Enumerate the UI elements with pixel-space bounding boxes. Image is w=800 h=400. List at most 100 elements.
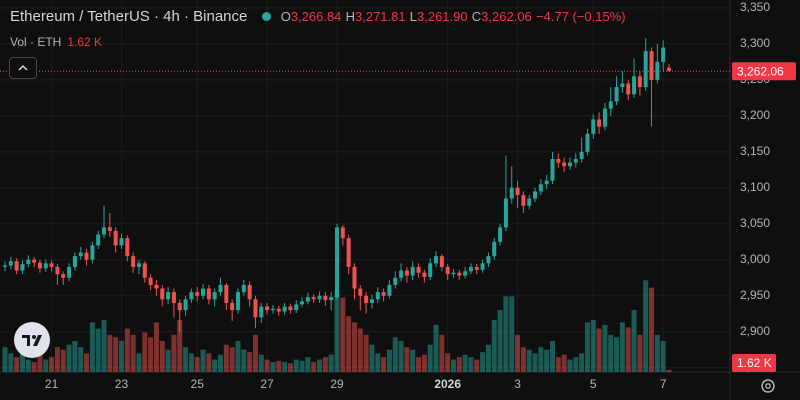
candle-body xyxy=(457,272,462,276)
candle-body xyxy=(20,264,25,271)
candle-body xyxy=(404,270,409,276)
volume-value: 1.62 K xyxy=(67,35,103,49)
candle-body xyxy=(381,292,386,296)
volume-bar xyxy=(311,362,317,372)
x-tick-label: 3 xyxy=(514,377,521,391)
volume-bar xyxy=(188,353,194,372)
y-tick-label: 2,900 xyxy=(740,324,770,338)
high-value: 3,271.81 xyxy=(354,9,406,24)
volume-bar xyxy=(78,347,84,372)
volume-bar xyxy=(515,334,521,372)
volume-bars xyxy=(2,280,672,372)
candle-body xyxy=(282,306,287,312)
volume-bar xyxy=(8,353,14,372)
candle-body xyxy=(142,263,147,278)
candle-body xyxy=(195,292,200,296)
candle-body xyxy=(393,277,398,285)
candle-body xyxy=(591,119,596,134)
volume-bar xyxy=(317,359,323,372)
volume-value-label: 1.62 K xyxy=(737,356,772,370)
candle-body xyxy=(439,256,444,267)
volume-bar xyxy=(404,347,410,372)
volume-bar xyxy=(14,357,20,372)
volume-bar xyxy=(433,324,439,372)
candle-body xyxy=(131,256,136,267)
candle-body xyxy=(649,51,654,80)
volume-bar xyxy=(282,362,288,372)
tradingview-logo[interactable] xyxy=(14,322,50,358)
candle-body xyxy=(352,266,357,289)
candle-body xyxy=(468,266,473,272)
candle-body xyxy=(463,271,468,276)
x-tick-label: 27 xyxy=(260,377,274,391)
volume-bar xyxy=(25,359,31,372)
settings-icon[interactable] xyxy=(758,376,778,396)
volume-bar xyxy=(649,287,655,372)
candle-body xyxy=(235,292,240,311)
volume-bar xyxy=(520,347,526,372)
logo-icon xyxy=(22,335,42,346)
y-tick-label: 3,000 xyxy=(740,252,770,266)
volume-bar xyxy=(89,322,95,372)
volume-bar xyxy=(381,357,387,372)
volume-bar xyxy=(293,359,299,372)
volume-bar xyxy=(206,353,212,372)
volume-bar xyxy=(153,322,159,372)
candle-body xyxy=(317,295,322,300)
volume-bar xyxy=(526,349,532,372)
candle-body xyxy=(265,306,270,311)
candle-body xyxy=(26,259,31,265)
candle-body xyxy=(119,238,124,246)
x-tick-label: 5 xyxy=(590,377,597,391)
volume-bar xyxy=(427,344,433,372)
volume-bar xyxy=(660,341,666,372)
volume-bar xyxy=(95,328,101,372)
candle-body xyxy=(224,284,229,303)
candle-body xyxy=(369,299,374,303)
candle-body xyxy=(567,162,572,167)
volume-bar xyxy=(165,349,171,372)
legend: Ethereum / TetherUS · 4h · Binance O3,26… xyxy=(10,8,626,25)
close-value: 3,262.06 xyxy=(481,9,532,24)
candle-body xyxy=(212,292,217,300)
volume-bar xyxy=(142,332,148,372)
volume-bar xyxy=(159,341,165,372)
candle-body xyxy=(544,180,549,185)
candle-body xyxy=(579,151,584,160)
candle-body xyxy=(515,187,520,195)
candle-body xyxy=(585,133,590,152)
candle-body xyxy=(533,191,538,199)
candle-body xyxy=(218,284,223,293)
volume-bar xyxy=(637,334,643,372)
volume-bar xyxy=(252,334,258,372)
collapse-button[interactable] xyxy=(9,57,37,79)
candle-body xyxy=(3,265,7,267)
candle-body xyxy=(550,159,555,181)
volume-bar xyxy=(544,349,550,372)
volume-bar xyxy=(480,352,486,372)
volume-bar xyxy=(118,341,124,372)
candle-body xyxy=(311,297,316,300)
volume-bar xyxy=(654,334,660,372)
volume-bar xyxy=(241,349,247,372)
candle-body xyxy=(107,227,112,231)
candle-body xyxy=(247,284,252,300)
volume-bar xyxy=(124,328,130,372)
volume-bar xyxy=(445,353,451,372)
low-value: 3,261.90 xyxy=(417,9,468,24)
candle-body xyxy=(84,252,89,260)
y-tick-label: 3,150 xyxy=(740,144,770,158)
candle-body xyxy=(445,266,450,275)
x-tick-label: 29 xyxy=(330,377,344,391)
volume-bar xyxy=(54,347,60,372)
volume-bar xyxy=(72,341,78,372)
volume-bar xyxy=(357,328,363,372)
candle-body xyxy=(183,299,188,311)
candle-body xyxy=(597,119,602,127)
volume-bar xyxy=(31,362,37,372)
volume-bar xyxy=(602,324,608,372)
candle-body xyxy=(154,284,159,289)
y-tick-label: 3,300 xyxy=(740,36,770,50)
